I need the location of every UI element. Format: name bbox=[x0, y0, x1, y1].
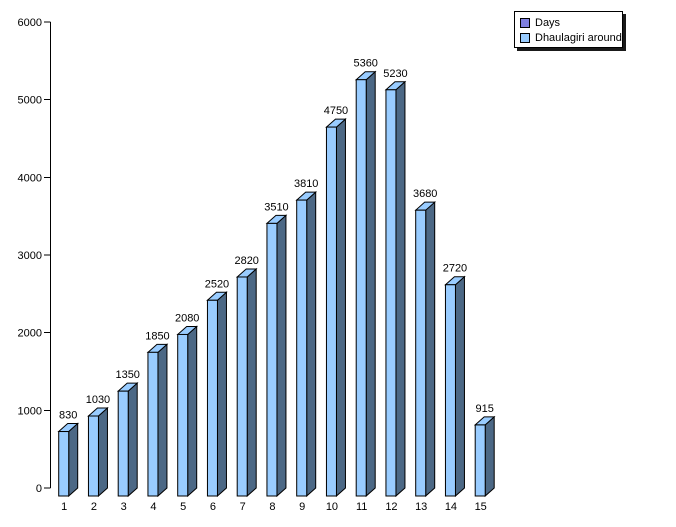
bar-value-label: 1030 bbox=[86, 394, 110, 406]
bar-value-label: 2520 bbox=[205, 278, 229, 290]
bar-side-face bbox=[395, 80, 406, 498]
bar-value-label: 3510 bbox=[264, 201, 288, 213]
bar-side-face bbox=[97, 406, 108, 498]
bar-value-label: 3810 bbox=[294, 178, 318, 190]
x-axis-category-label: 7 bbox=[240, 501, 246, 513]
x-axis-category-label: 9 bbox=[299, 501, 305, 513]
x-axis-category-label: 6 bbox=[210, 501, 216, 513]
bar-front-face bbox=[87, 415, 99, 497]
bar-front-face bbox=[206, 299, 218, 497]
x-axis-category-label: 5 bbox=[180, 501, 186, 513]
y-axis-tick-label: 4000 bbox=[18, 172, 42, 184]
x-axis-category-label: 1 bbox=[61, 501, 67, 513]
bar-value-label: 4750 bbox=[324, 105, 348, 117]
bar-front-face bbox=[147, 351, 159, 497]
legend: Days Dhaulagiri around bbox=[514, 11, 623, 48]
bar-front-face bbox=[444, 284, 456, 497]
bar-side-face bbox=[454, 275, 465, 498]
x-axis-category-label: 14 bbox=[445, 501, 457, 513]
bar-front-face bbox=[266, 222, 278, 497]
bar-front-face bbox=[58, 431, 70, 497]
bar-value-label: 1850 bbox=[145, 330, 169, 342]
bar-side-face bbox=[216, 291, 227, 498]
bar-front-face bbox=[474, 424, 486, 497]
bar-front-face bbox=[415, 209, 427, 497]
bar-value-label: 5230 bbox=[383, 68, 407, 80]
bar-side-face bbox=[306, 190, 317, 498]
x-axis-category-label: 10 bbox=[326, 501, 338, 513]
bar-value-label: 3680 bbox=[413, 188, 437, 200]
bar-value-label: 2820 bbox=[234, 255, 258, 267]
legend-item-dhaulagiri-around: Dhaulagiri around bbox=[520, 31, 622, 45]
x-axis-category-label: 2 bbox=[91, 501, 97, 513]
bar-front-face bbox=[296, 199, 308, 497]
bar-front-face bbox=[117, 390, 129, 497]
bar-side-face bbox=[246, 267, 257, 498]
bar-side-face bbox=[365, 70, 376, 498]
x-axis-category-label: 15 bbox=[475, 501, 487, 513]
x-axis-category-label: 4 bbox=[150, 501, 156, 513]
y-axis-tick-label: 6000 bbox=[18, 17, 42, 29]
bar-side-face bbox=[187, 325, 198, 498]
legend-label-days: Days bbox=[535, 16, 561, 29]
legend-swatch-days-icon bbox=[520, 18, 530, 28]
y-axis-tick-label: 5000 bbox=[18, 95, 42, 107]
bar-value-label: 5360 bbox=[353, 58, 377, 70]
y-axis-tick-label: 0 bbox=[36, 483, 42, 495]
bar-side-face bbox=[68, 422, 79, 498]
bar-front-face bbox=[355, 79, 367, 497]
bar-side-face bbox=[276, 214, 287, 498]
bar-side-face bbox=[127, 382, 138, 498]
legend-label-dhaulagiri-around: Dhaulagiri around bbox=[535, 31, 622, 44]
bar-front-face bbox=[236, 276, 248, 497]
bar-front-face bbox=[385, 89, 397, 497]
bar-front-face bbox=[325, 126, 337, 497]
x-axis-category-label: 11 bbox=[356, 501, 367, 513]
bar-value-label: 915 bbox=[476, 403, 494, 415]
x-axis-category-label: 13 bbox=[415, 501, 427, 513]
y-axis-tick-label: 3000 bbox=[18, 250, 42, 262]
y-axis-tick-label: 1000 bbox=[18, 405, 42, 417]
bar-side-face bbox=[335, 117, 346, 498]
x-axis-category-label: 8 bbox=[269, 501, 275, 513]
bar-value-label: 1350 bbox=[115, 369, 139, 381]
x-axis-category-label: 12 bbox=[385, 501, 397, 513]
legend-item-days: Days bbox=[520, 16, 618, 30]
bar-value-label: 830 bbox=[59, 410, 77, 422]
bar-value-label: 2080 bbox=[175, 312, 199, 324]
x-axis-category-label: 3 bbox=[121, 501, 127, 513]
bar-value-label: 2720 bbox=[443, 263, 467, 275]
bar-side-face bbox=[425, 201, 436, 498]
y-axis-tick-label: 2000 bbox=[18, 328, 42, 340]
bar-side-face bbox=[157, 343, 168, 498]
bar-front-face bbox=[177, 333, 189, 497]
legend-swatch-dhaulagiri-around-icon bbox=[520, 33, 530, 43]
bar-side-face bbox=[484, 415, 495, 498]
